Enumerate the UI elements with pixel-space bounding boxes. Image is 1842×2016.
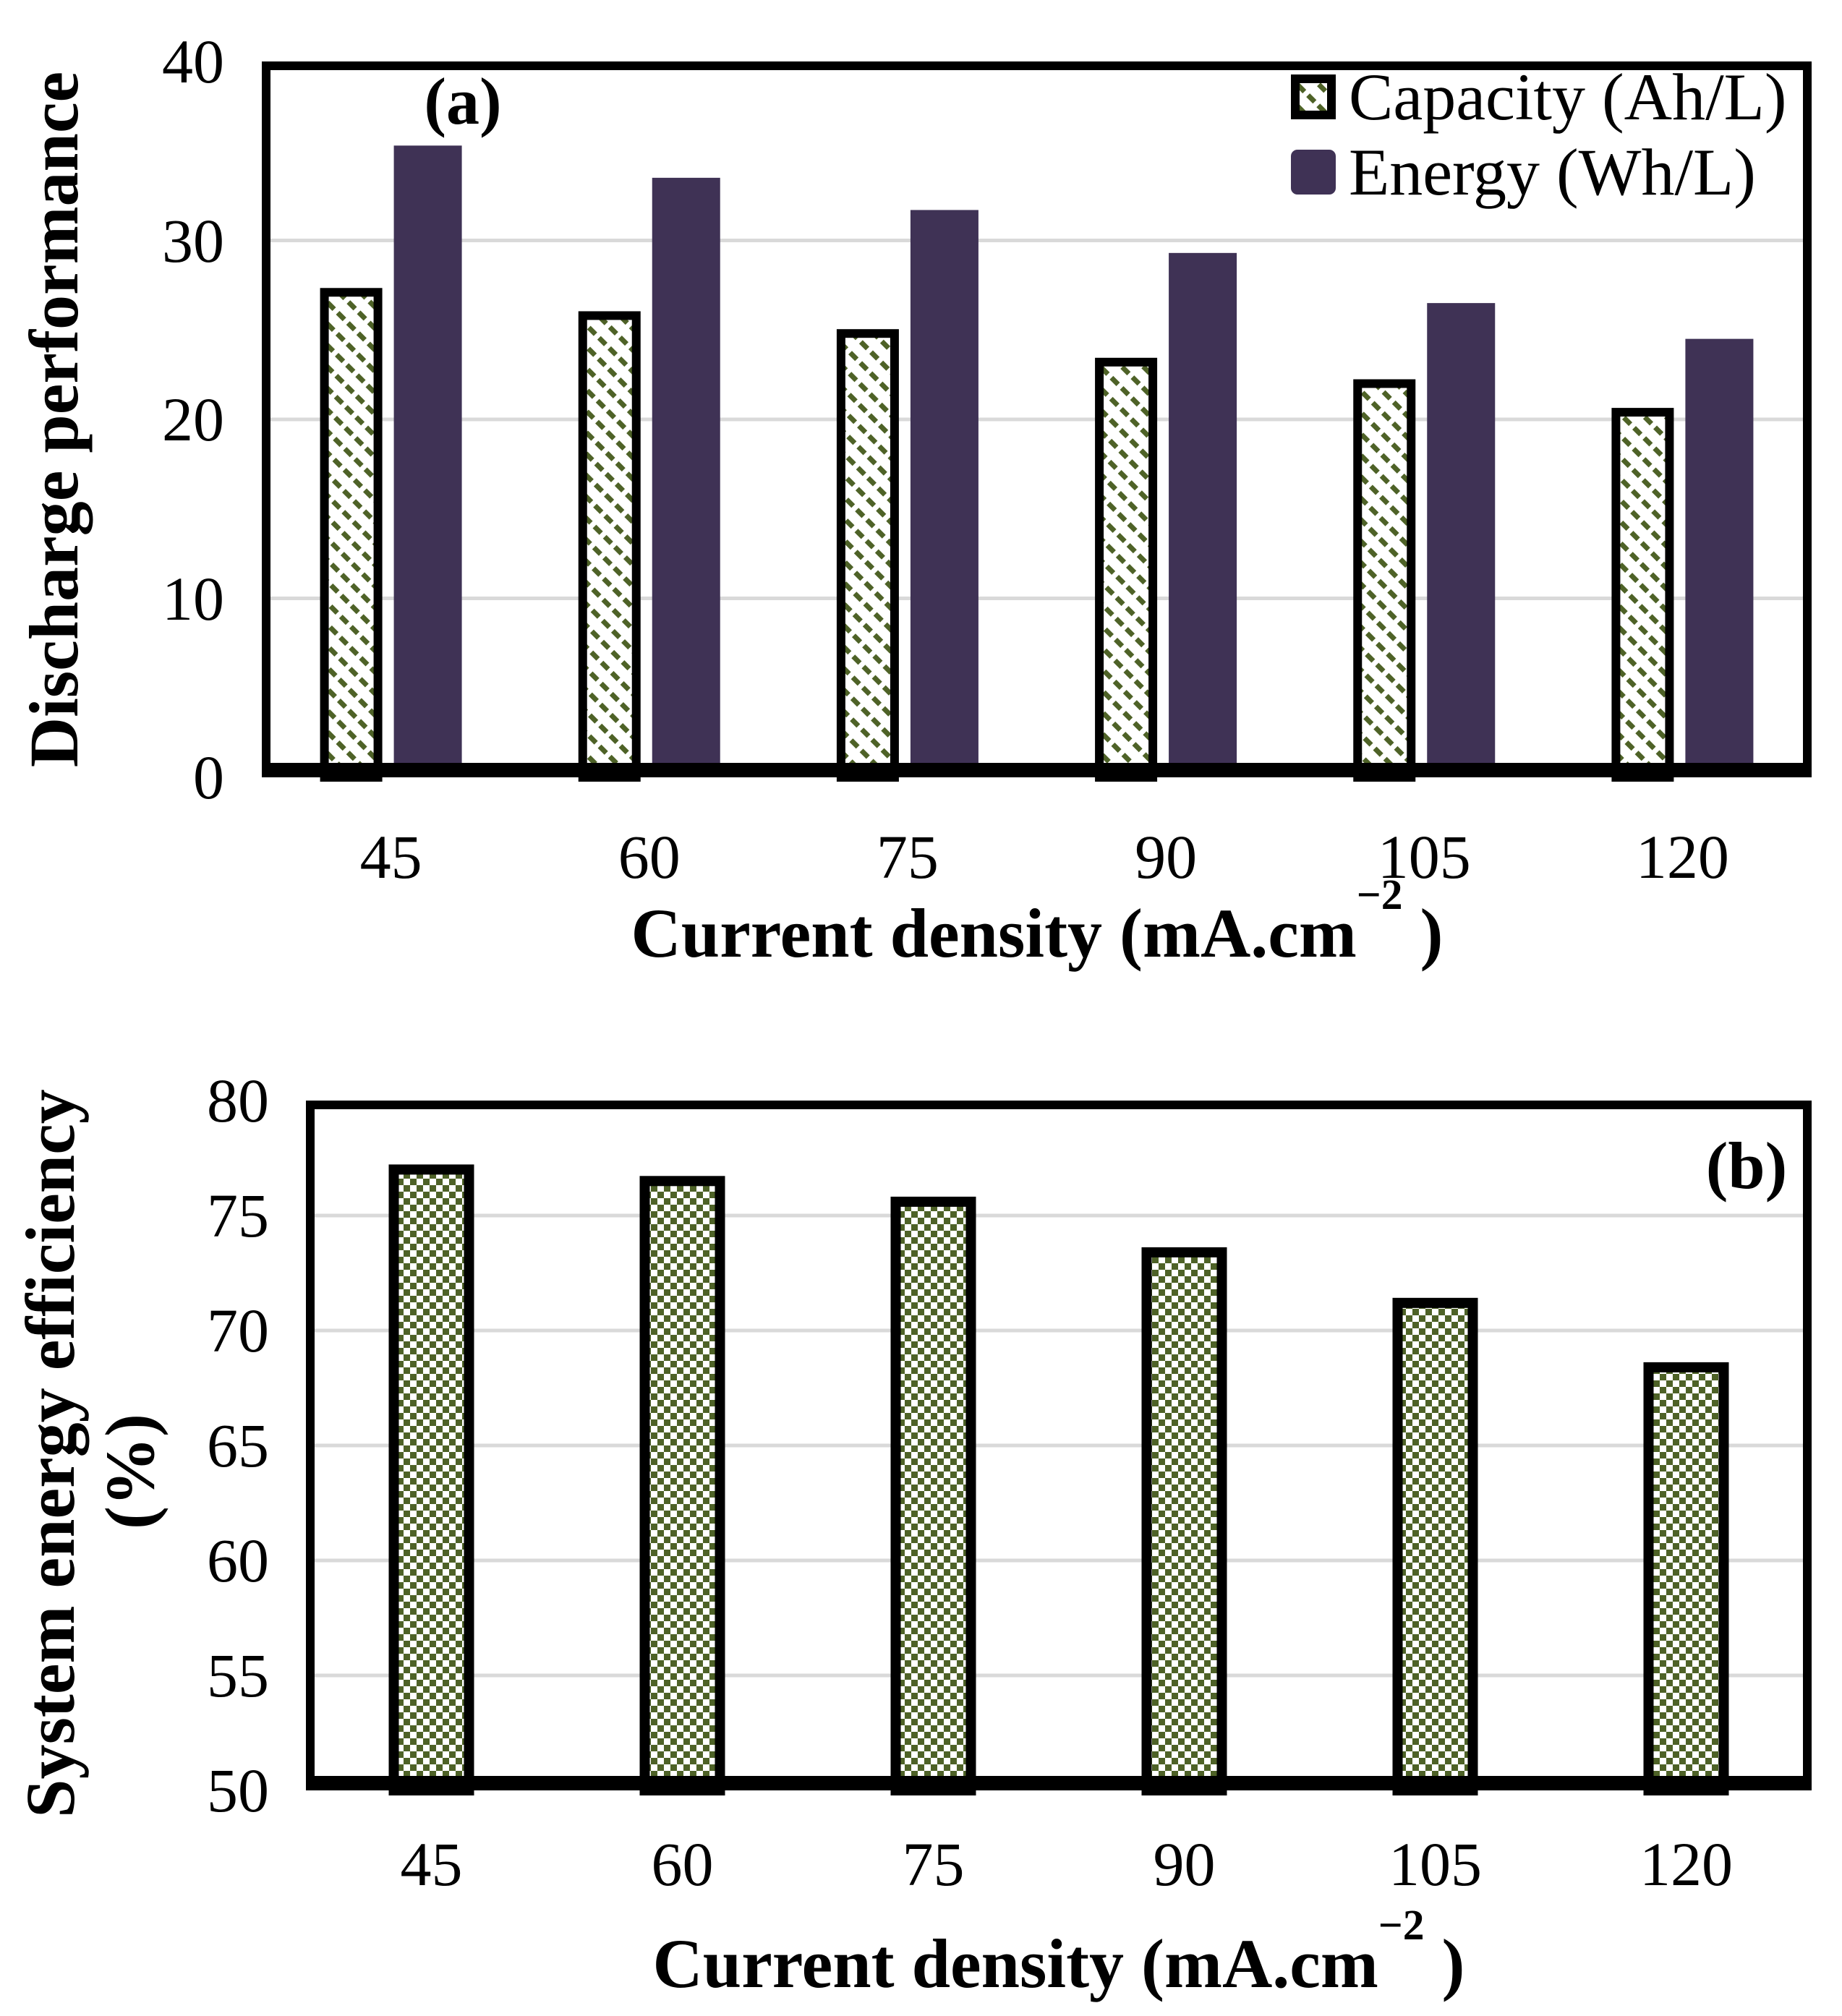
y-tick-label-b-75: 75 <box>207 1181 269 1250</box>
bar-capacity-105 <box>1353 379 1416 782</box>
y-tick-label-b-60: 60 <box>207 1526 269 1595</box>
bar-capacity-120 <box>1611 408 1674 782</box>
bar-energy-75 <box>910 210 978 777</box>
x-tick-label-a-90: 90 <box>1135 822 1198 892</box>
legend-row-capacity: Capacity (Ah/L) <box>1291 64 1786 130</box>
bar-energy-45 <box>393 145 462 777</box>
bar-efficiency-90 <box>1141 1247 1227 1795</box>
x-tick-label-a-60: 60 <box>618 822 681 892</box>
x-tick-label-a-45: 45 <box>359 822 422 892</box>
chart-b-x-axis-title: Current density (mA.cm−2 ) <box>652 1904 1465 2002</box>
y-tick-label-a-20: 20 <box>162 385 224 454</box>
bar-energy-60 <box>652 177 720 777</box>
x-tick-label-a-105: 105 <box>1377 822 1471 892</box>
bar-efficiency-45 <box>388 1164 474 1795</box>
bar-efficiency-105 <box>1392 1297 1478 1795</box>
x-tick-label-a-75: 75 <box>876 822 939 892</box>
chart-b-y-axis-title: System energy efficiency <box>12 1089 89 1818</box>
chart-a-y-axis-title: Discharge performance <box>15 71 93 768</box>
chart-a-x-axis-title: Current density (mA.cm−2 ) <box>631 874 1443 968</box>
chart-a-x-axis-title-close: ) <box>1402 894 1444 972</box>
legend-row-energy: Energy (Wh/L) <box>1291 139 1756 205</box>
bar-energy-105 <box>1427 303 1496 777</box>
x-tick-label-b-90: 90 <box>1153 1829 1216 1899</box>
x-tick-label-b-75: 75 <box>902 1829 965 1899</box>
bar-capacity-90 <box>1095 357 1158 782</box>
chart-a-panel-label: (a) <box>424 64 502 138</box>
legend-swatch-energy-icon <box>1291 150 1336 195</box>
chart-b-x-axis-title-text: Current density (mA.cm <box>652 1925 1378 2002</box>
bar-capacity-45 <box>320 288 383 782</box>
y-tick-label-a-40: 40 <box>162 27 224 96</box>
chart-b-y-axis-title-units: (%) <box>91 1414 169 1529</box>
chart-b-x-axis-title-close: ) <box>1424 1925 1465 2002</box>
bar-energy-90 <box>1169 252 1237 777</box>
legend-swatch-capacity-hatch-icon <box>1291 74 1336 119</box>
y-tick-label-a-10: 10 <box>162 563 224 633</box>
y-tick-label-b-50: 50 <box>207 1756 269 1825</box>
bar-capacity-60 <box>578 311 641 782</box>
y-tick-label-b-70: 70 <box>207 1296 269 1365</box>
x-tick-label-b-120: 120 <box>1640 1829 1733 1899</box>
chart-b-panel-label: (b) <box>1705 1129 1788 1203</box>
x-tick-label-b-105: 105 <box>1389 1829 1482 1899</box>
chart-a-plot-area <box>262 61 1812 782</box>
y-tick-label-a-0: 0 <box>193 743 224 812</box>
bar-efficiency-75 <box>890 1196 976 1796</box>
y-tick-label-b-65: 65 <box>207 1411 269 1480</box>
bar-efficiency-120 <box>1643 1362 1729 1795</box>
chart-a-x-axis-title-superscript: −2 <box>1356 871 1403 919</box>
y-tick-label-a-30: 30 <box>162 205 224 276</box>
x-tick-label-b-45: 45 <box>400 1829 463 1899</box>
chart-a-x-axis-title-text: Current density (mA.cm <box>631 894 1357 972</box>
chart-b-plot-area <box>306 1101 1812 1796</box>
bar-efficiency-60 <box>639 1176 725 1796</box>
x-tick-label-a-120: 120 <box>1635 822 1729 892</box>
bar-energy-120 <box>1685 338 1754 777</box>
y-tick-label-b-80: 80 <box>207 1066 269 1135</box>
bar-capacity-75 <box>836 329 899 782</box>
legend-label-capacity: Capacity (Ah/L) <box>1349 60 1787 134</box>
legend-label-energy: Energy (Wh/L) <box>1349 135 1756 209</box>
chart-b-x-axis-title-superscript: −2 <box>1378 1901 1425 1949</box>
y-tick-label-b-55: 55 <box>207 1641 269 1710</box>
x-tick-label-b-60: 60 <box>651 1829 714 1899</box>
